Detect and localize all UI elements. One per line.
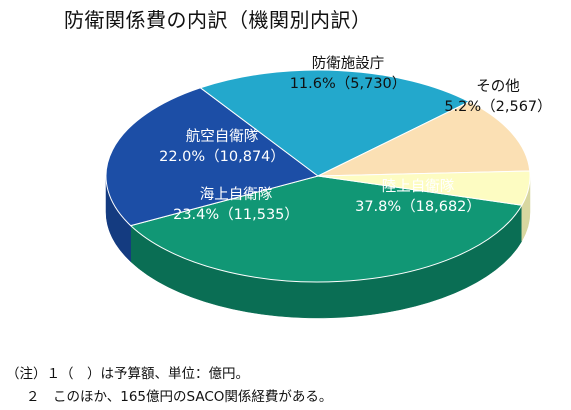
chart-title: 防衛関係費の内訳（機関別内訳） — [64, 8, 372, 32]
slice-value-asdf: 22.0%（10,874） — [159, 148, 285, 165]
slice-label-facilities: 防衛施設庁 — [312, 55, 385, 72]
pie-slice-other — [317, 170, 531, 206]
pie-slice-asdf — [199, 69, 471, 177]
slice-label-gsdf: 陸上自衛隊 — [382, 178, 455, 195]
pie-slice-gsdf — [129, 175, 523, 283]
slice-label-other: その他 — [476, 78, 520, 95]
slice-value-msdf: 23.4%（11,535） — [173, 206, 299, 223]
slice-value-facilities: 11.6%（5,730） — [290, 75, 407, 92]
slice-value-gsdf: 37.8%（18,682） — [355, 198, 481, 215]
pie-slices — [105, 69, 531, 283]
pie-chart: 陸上自衛隊 37.8%（18,682） 海上自衛隊 23.4%（11,535） 航空自衛… — [105, 55, 552, 319]
pie-slice-facilities — [317, 101, 531, 177]
pie-labels: 陸上自衛隊 37.8%（18,682） 海上自衛隊 23.4%（11,535） 航空自衛… — [159, 55, 552, 223]
slice-label-msdf: 海上自衛隊 — [200, 186, 273, 203]
footnote-2: ２ このほか、165億円のSACO関係経費がある。 — [26, 389, 333, 405]
slice-label-asdf: 航空自衛隊 — [186, 128, 259, 145]
slice-value-other: 5.2%（2,567） — [444, 98, 551, 115]
footnote-1: （注）１（ ）は予算額、単位：億円。 — [6, 366, 249, 382]
pie-slice-msdf — [105, 87, 320, 227]
